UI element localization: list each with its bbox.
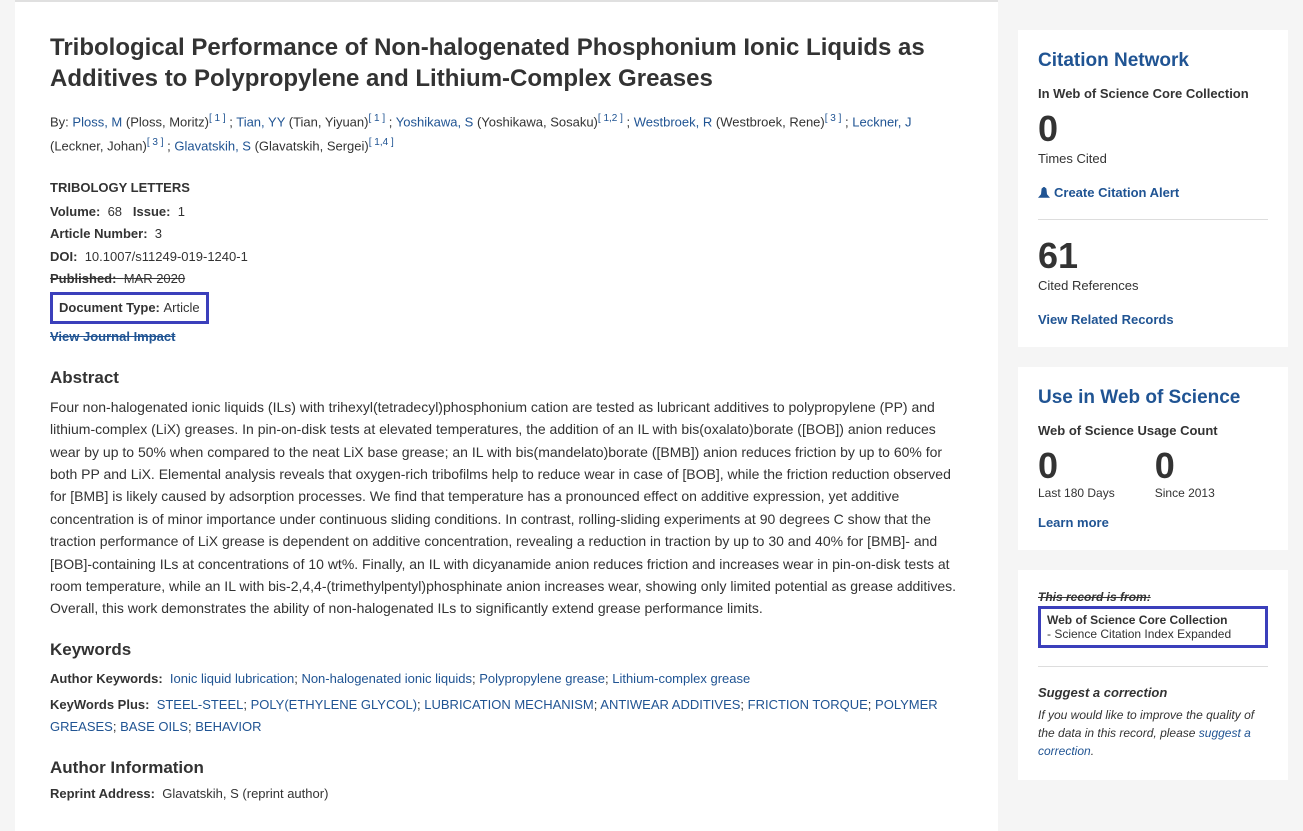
record-source-card: This record is from: Web of Science Core… [1018, 570, 1288, 780]
suggest-correction-title: Suggest a correction [1038, 685, 1268, 700]
authors-block: By: Ploss, M (Ploss, Moritz)[ 1 ] ; Tian… [50, 110, 963, 157]
keywords-plus-row: KeyWords Plus: STEEL-STEEL; POLY(ETHYLEN… [50, 694, 963, 738]
sidebar: Citation Network In Web of Science Core … [1018, 0, 1288, 831]
divider [1038, 666, 1268, 667]
main-content: Tribological Performance of Non-halogena… [15, 0, 998, 831]
citation-subtitle: In Web of Science Core Collection [1038, 86, 1268, 101]
keyword-plus-link[interactable]: STEEL-STEEL [157, 697, 244, 712]
cited-refs-label: Cited References [1038, 278, 1268, 293]
divider [1038, 219, 1268, 220]
article-number-row: Article Number: 3 [50, 223, 963, 245]
by-label: By: [50, 115, 69, 130]
cited-refs-count: 61 [1038, 238, 1268, 274]
keyword-plus-link[interactable]: FRICTION TORQUE [748, 697, 868, 712]
article-metadata: TRIBOLOGY LETTERS Volume: 68 Issue: 1 Ar… [50, 177, 963, 348]
author-link[interactable]: Leckner, J [852, 115, 911, 130]
keyword-plus-link[interactable]: BASE OILS [120, 719, 188, 734]
usage-card: Use in Web of Science Web of Science Usa… [1018, 367, 1288, 550]
keyword-plus-link[interactable]: ANTIWEAR ADDITIVES [600, 697, 740, 712]
keyword-link[interactable]: Lithium-complex grease [612, 671, 750, 686]
reprint-address-row: Reprint Address: Glavatskih, S (reprint … [50, 786, 963, 801]
author-link[interactable]: Tian, YY [236, 115, 285, 130]
author-link[interactable]: Ploss, M [72, 115, 122, 130]
bell-icon [1038, 187, 1050, 201]
published-row: Published: MAR 2020 [50, 268, 963, 290]
journal-name: TRIBOLOGY LETTERS [50, 177, 963, 199]
times-cited-count: 0 [1038, 111, 1268, 147]
citation-network-card: Citation Network In Web of Science Core … [1018, 30, 1288, 347]
author-link[interactable]: Glavatskih, S [174, 138, 251, 153]
usage-subtitle: Web of Science Usage Count [1038, 423, 1268, 438]
keywords-heading: Keywords [50, 640, 963, 660]
usage-last180: 0 Last 180 Days [1038, 448, 1115, 500]
keyword-link[interactable]: Non-halogenated ionic liquids [301, 671, 472, 686]
view-journal-impact-link[interactable]: View Journal Impact [50, 329, 175, 344]
learn-more-link[interactable]: Learn more [1038, 515, 1109, 530]
record-from-label: This record is from: [1038, 590, 1268, 604]
times-cited-label: Times Cited [1038, 151, 1268, 166]
usage-since2013: 0 Since 2013 [1155, 448, 1215, 500]
citation-network-title: Citation Network [1038, 50, 1268, 72]
record-source-highlight: Web of Science Core Collection - Science… [1038, 606, 1268, 648]
keyword-plus-link[interactable]: LUBRICATION MECHANISM [424, 697, 594, 712]
keyword-link[interactable]: Polypropylene grease [479, 671, 605, 686]
author-link[interactable]: Yoshikawa, S [396, 115, 474, 130]
keyword-plus-link[interactable]: POLY(ETHYLENE GLYCOL) [251, 697, 417, 712]
volume-issue-row: Volume: 68 Issue: 1 [50, 201, 963, 223]
suggest-correction-text: If you would like to improve the quality… [1038, 706, 1268, 760]
create-citation-alert-link[interactable]: Create Citation Alert [1038, 185, 1179, 201]
usage-title: Use in Web of Science [1038, 387, 1268, 409]
view-related-records-link[interactable]: View Related Records [1038, 312, 1174, 327]
author-link[interactable]: Westbroek, R [634, 115, 713, 130]
keyword-plus-link[interactable]: BEHAVIOR [195, 719, 261, 734]
abstract-text: Four non-halogenated ionic liquids (ILs)… [50, 396, 963, 620]
author-info-heading: Author Information [50, 758, 963, 778]
document-type-highlight: Document Type: Article [50, 292, 209, 324]
author-keywords-row: Author Keywords: Ionic liquid lubricatio… [50, 668, 963, 690]
abstract-heading: Abstract [50, 368, 963, 388]
article-title: Tribological Performance of Non-halogena… [50, 32, 963, 94]
keyword-link[interactable]: Ionic liquid lubrication [170, 671, 294, 686]
doi-row: DOI: 10.1007/s11249-019-1240-1 [50, 246, 963, 268]
